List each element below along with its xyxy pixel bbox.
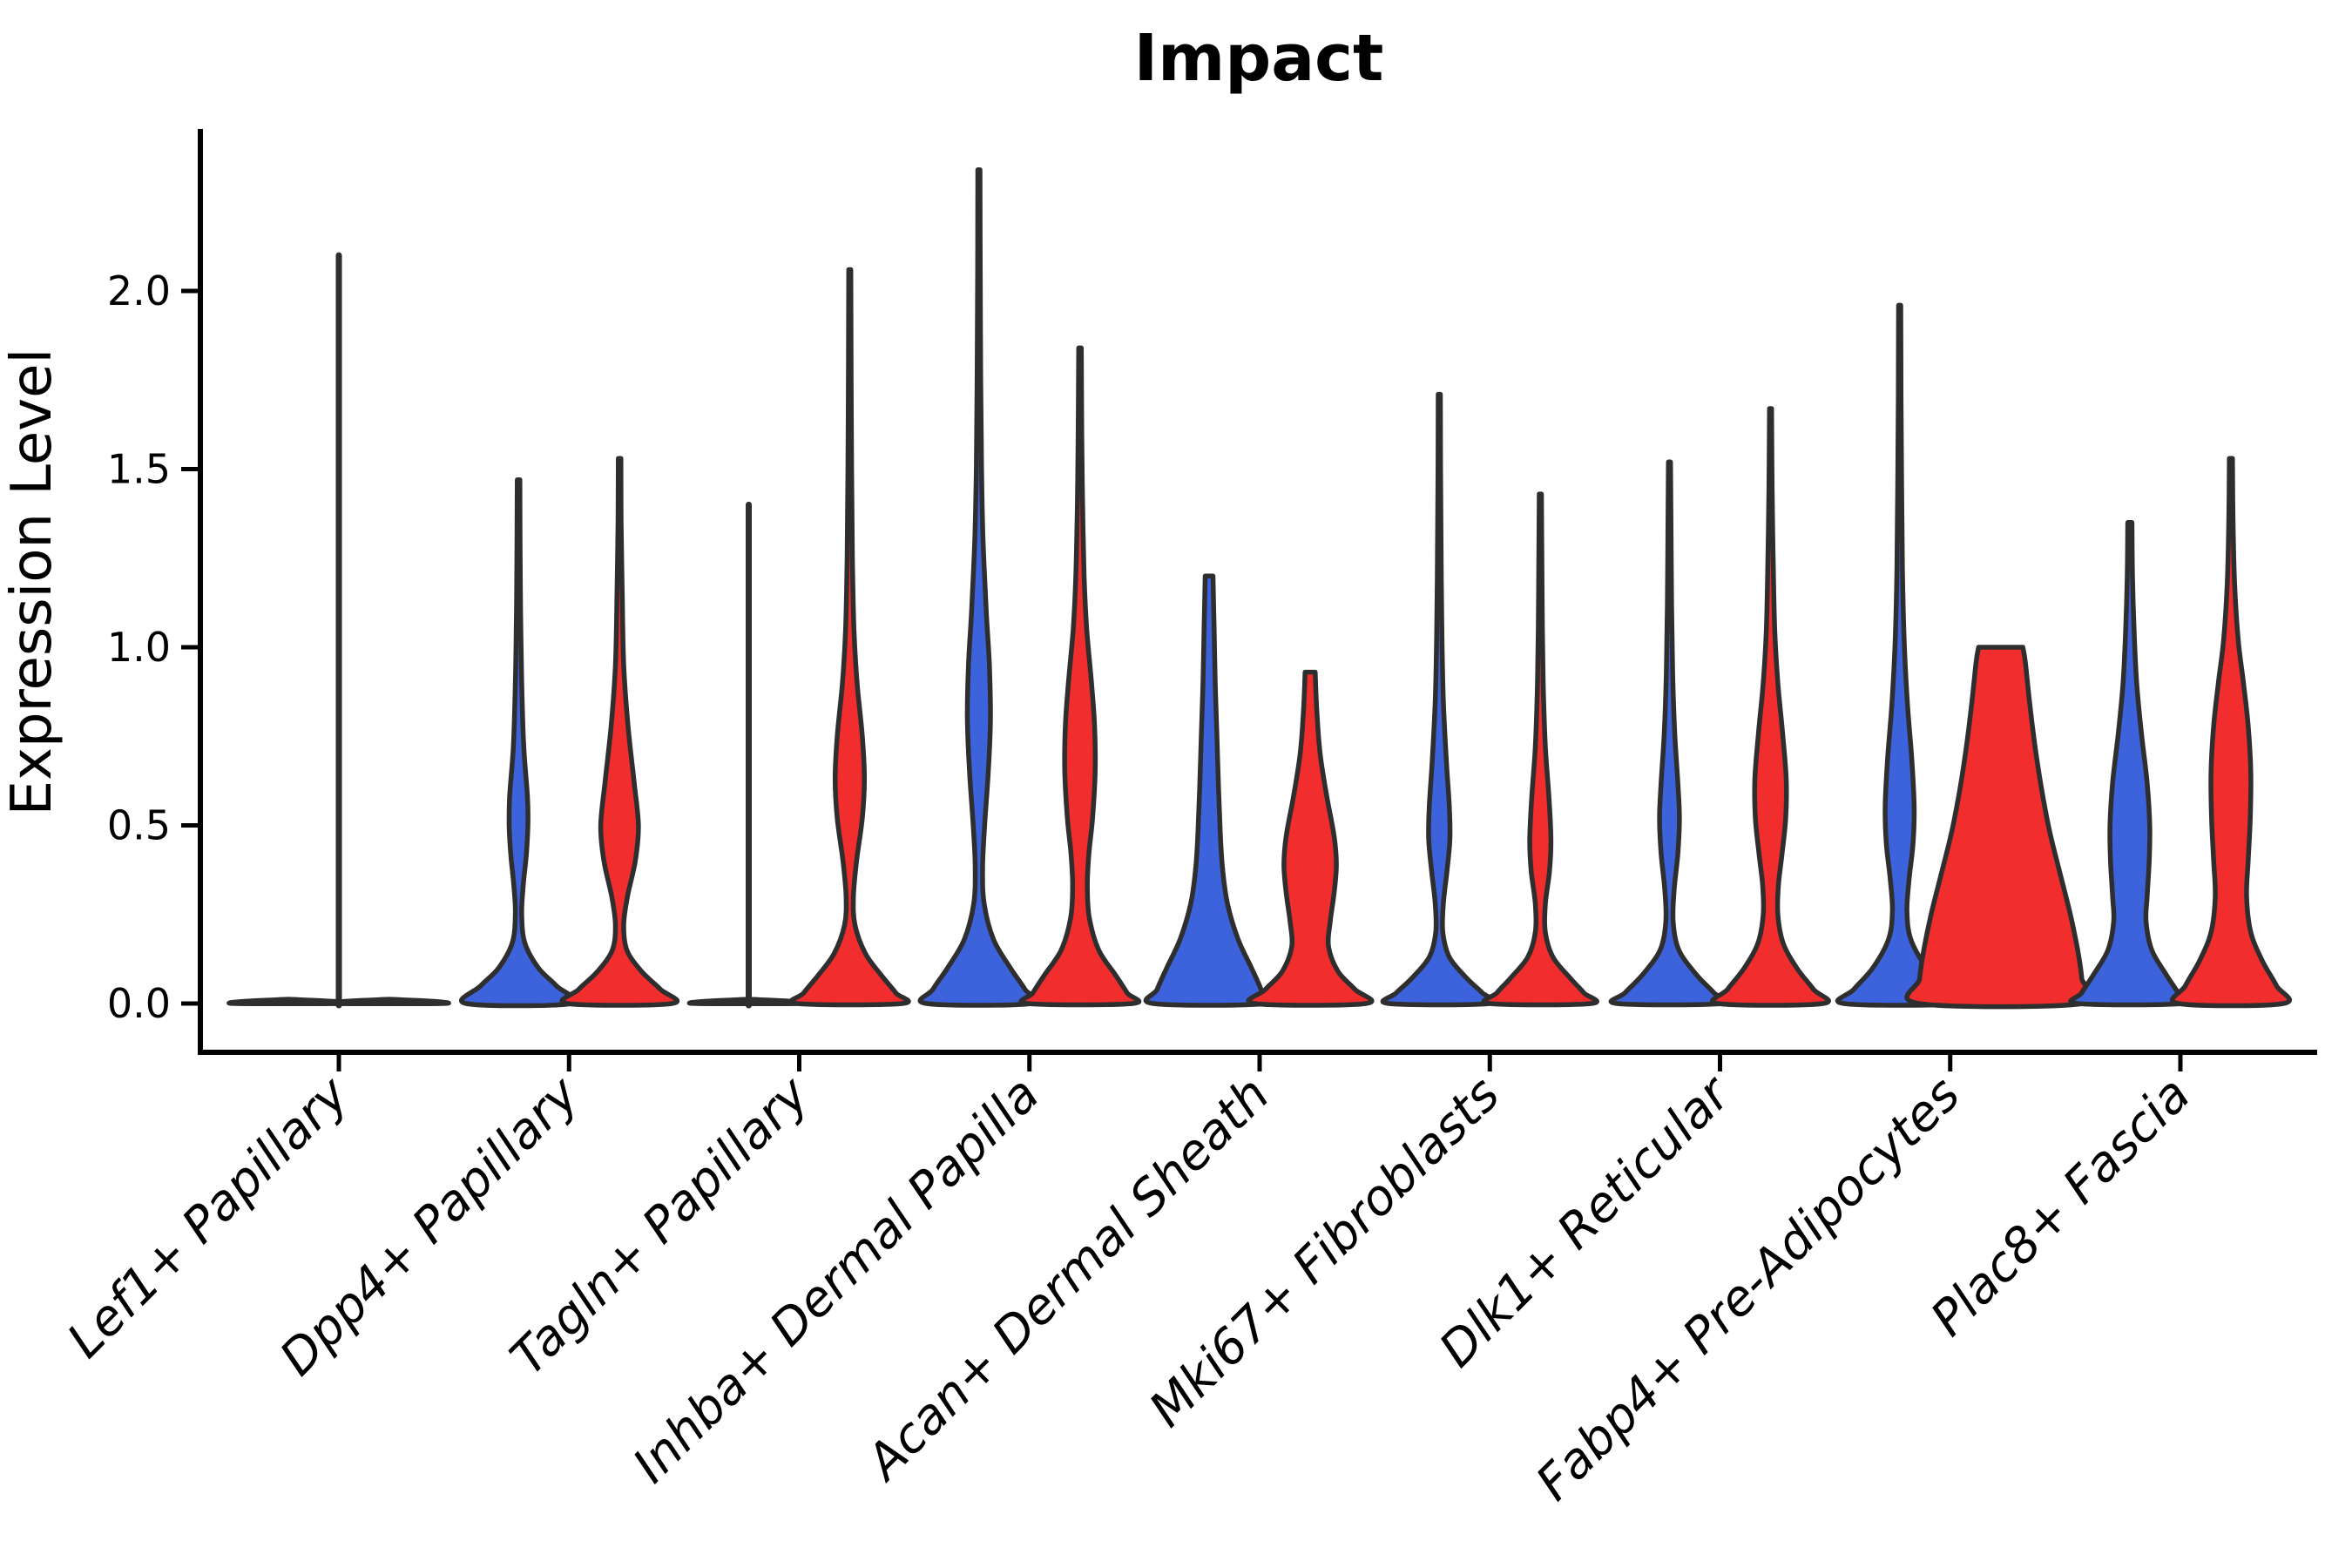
violin-red-2: [559, 456, 680, 1008]
y-tick-label: 2.0: [107, 267, 171, 314]
violin-blue-5: [1143, 573, 1275, 1008]
violin-red-4: [1018, 345, 1142, 1008]
y-tick-label: 1.0: [107, 624, 171, 671]
violin-blue-7: [1608, 459, 1731, 1008]
chart-title: Impact: [1134, 21, 1384, 96]
violin-blue-9: [2068, 520, 2192, 1008]
y-axis-label: Expression Level: [0, 348, 64, 816]
violin-blue-6: [1380, 391, 1498, 1008]
y-tick-label: 1.5: [107, 446, 171, 493]
violin-red-6: [1481, 491, 1599, 1008]
violin-red-1: [328, 997, 451, 1007]
violin-red-5: [1246, 669, 1375, 1008]
violin-red-3: [788, 267, 911, 1008]
violin-red-7: [1710, 406, 1831, 1008]
x-tick-label-8: Fabp4+ Pre-Adipocytes: [1525, 1066, 1970, 1511]
y-tick-label: 0.5: [107, 802, 171, 849]
x-tick-label-5: Acan+ Dermal Sheath: [855, 1066, 1281, 1492]
violins-layer: [226, 167, 2292, 1010]
violin-blue-8: [1835, 302, 1964, 1008]
violin-red-8: [1904, 645, 2098, 1010]
violin-blue-4: [917, 167, 1040, 1008]
y-tick-label: 0.0: [107, 980, 171, 1027]
violin-blue-2: [458, 477, 578, 1009]
violin-red-9: [2170, 456, 2292, 1009]
x-tick-label-4: Inhba+ Dermal Papilla: [623, 1066, 1051, 1494]
